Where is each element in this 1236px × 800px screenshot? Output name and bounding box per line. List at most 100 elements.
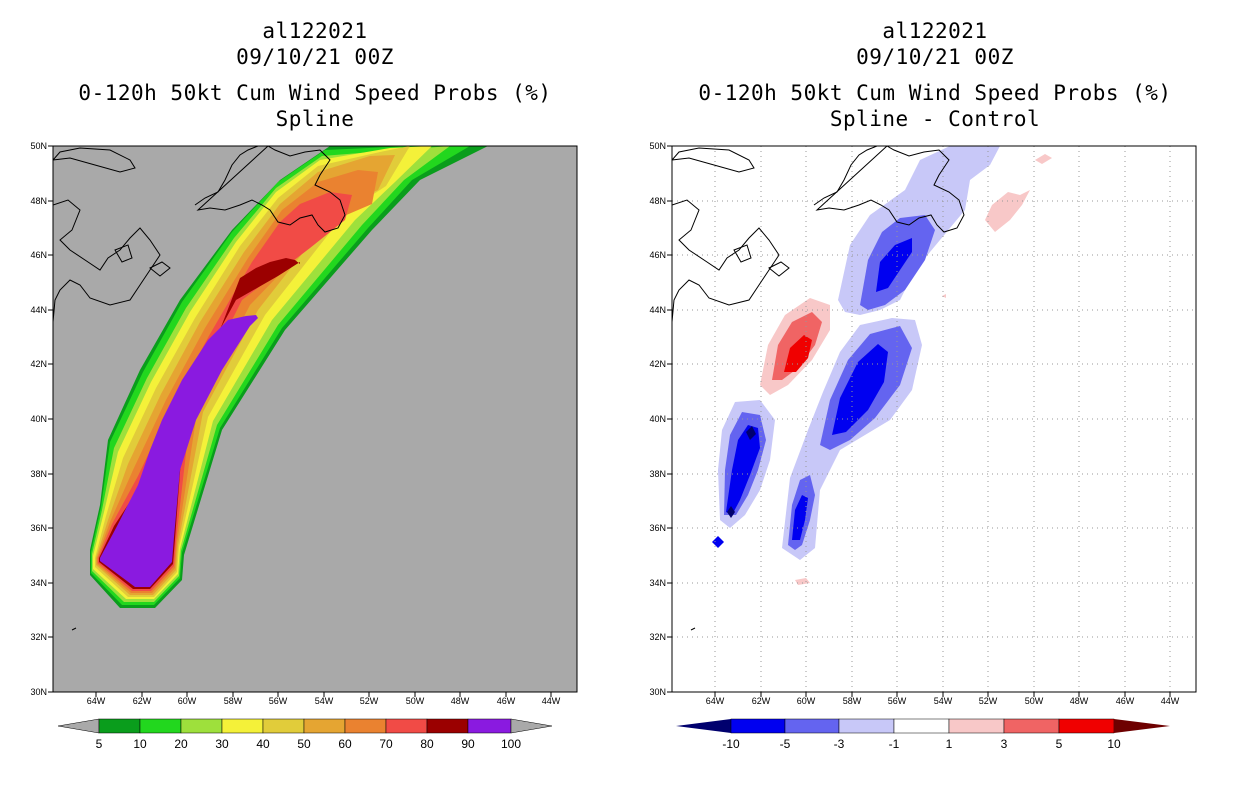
grid-lines (672, 146, 1196, 692)
colorbar-label: 40 (256, 737, 270, 751)
storm-id: al122021 (262, 19, 368, 43)
lat-label: 44N (30, 305, 47, 315)
lat-label: 42N (30, 359, 47, 369)
right-map (667, 145, 1197, 697)
left-cb-0 (98, 718, 141, 734)
colorbar-label: 5 (1055, 737, 1063, 751)
lat-label: 48N (30, 196, 47, 206)
right-cb-0 (730, 718, 786, 734)
right-cb-3 (893, 718, 950, 734)
diff-plus1-ne (985, 190, 1030, 232)
panel-subtitle: Spline (275, 107, 355, 131)
coastline (672, 146, 965, 631)
right-cb-6 (1058, 718, 1115, 734)
lat-label: 46N (649, 250, 666, 260)
lat-label: 44N (649, 305, 666, 315)
lat-label: 36N (649, 523, 666, 533)
left-cb-1 (139, 718, 182, 734)
colorbar-label: 1 (945, 737, 953, 751)
lon-label: 46W (496, 696, 516, 706)
lon-label: 44W (541, 696, 561, 706)
right-cb-4 (948, 718, 1005, 734)
lat-label: 48N (649, 196, 666, 206)
colorbar-label: 70 (379, 737, 393, 751)
diff-minus5-central (832, 344, 888, 435)
right-colorbar (676, 718, 1170, 734)
left-cb-3 (221, 718, 264, 734)
lon-label: 56W (268, 696, 288, 706)
colorbar-label: 20 (174, 737, 188, 751)
diff-plus5 (784, 335, 812, 372)
lat-label: 30N (649, 687, 666, 697)
lat-label: 40N (649, 414, 666, 424)
colorbar-label: 5 (95, 737, 103, 751)
left-cb-5 (303, 718, 346, 734)
lat-label: 32N (30, 632, 47, 642)
diff-minus5-north (876, 238, 912, 292)
lon-label: 64W (86, 696, 106, 706)
lat-label: 34N (30, 578, 47, 588)
lat-label: 32N (649, 632, 666, 642)
diff-minus5-speck (712, 536, 724, 548)
left-map (48, 145, 578, 697)
lon-label: 60W (796, 696, 816, 706)
lat-label: 50N (30, 141, 47, 151)
left-cb-9 (467, 718, 512, 734)
right-panel-title: al122021 09/10/21 00Z 0-120h 50kt Cum Wi… (655, 18, 1215, 132)
colorbar-label: 50 (297, 737, 311, 751)
right-cb-5 (1003, 718, 1060, 734)
left-cb-8 (426, 718, 469, 734)
right-lon-ticks (714, 692, 1171, 697)
lon-label: 62W (751, 696, 771, 706)
panel-subtitle: Spline - Control (829, 107, 1041, 131)
lat-label: 36N (30, 523, 47, 533)
lat-label: 38N (649, 469, 666, 479)
lon-label: 54W (314, 696, 334, 706)
left-panel-title: al122021 09/10/21 00Z 0-120h 50kt Cum Wi… (35, 18, 595, 132)
lon-label: 50W (1024, 696, 1044, 706)
lat-label: 34N (649, 578, 666, 588)
product-name: 0-120h 50kt Cum Wind Speed Probs (%) (78, 81, 552, 105)
init-time: 09/10/21 00Z (236, 45, 394, 69)
storm-id: al122021 (882, 19, 988, 43)
lat-label: 46N (30, 250, 47, 260)
lat-label: 38N (30, 469, 47, 479)
colorbar-label: -1 (888, 737, 900, 751)
colorbar-label: 80 (420, 737, 434, 751)
lon-label: 52W (978, 696, 998, 706)
lon-label: 60W (177, 696, 197, 706)
right-cb-over (1114, 719, 1170, 733)
left-cb-4 (262, 718, 305, 734)
colorbar-label: 100 (500, 737, 522, 751)
left-cb-6 (344, 718, 387, 734)
coastline (53, 146, 346, 631)
lon-label: 62W (132, 696, 152, 706)
lon-label: 64W (705, 696, 725, 706)
diff-minus1-ne-bits (980, 146, 995, 165)
colorbar-label: 10 (133, 737, 147, 751)
lon-label: 54W (933, 696, 953, 706)
right-cb-1 (784, 718, 840, 734)
diff-minus10-west-2 (727, 506, 735, 518)
right-cb-under (676, 719, 731, 733)
left-cb-2 (180, 718, 223, 734)
lon-label: 48W (1069, 696, 1089, 706)
colorbar-label: 10 (1107, 737, 1121, 751)
lat-label: 50N (649, 141, 666, 151)
diff-minus5-lower (792, 495, 808, 540)
left-lat-ticks (48, 145, 53, 693)
left-lon-ticks (95, 692, 552, 697)
probability-swath (53, 146, 488, 631)
diff-plus1-ne2 (1035, 154, 1052, 164)
colorbar-label: 60 (338, 737, 352, 751)
product-name: 0-120h 50kt Cum Wind Speed Probs (%) (698, 81, 1172, 105)
difference-field (672, 146, 1196, 692)
colorbar-label: -3 (833, 737, 845, 751)
lat-label: 30N (30, 687, 47, 697)
colorbar-label: -5 (779, 737, 791, 751)
colorbar-label: 90 (461, 737, 475, 751)
left-cb-over (510, 718, 553, 734)
lon-label: 58W (223, 696, 243, 706)
diff-minus10-west (746, 426, 756, 440)
